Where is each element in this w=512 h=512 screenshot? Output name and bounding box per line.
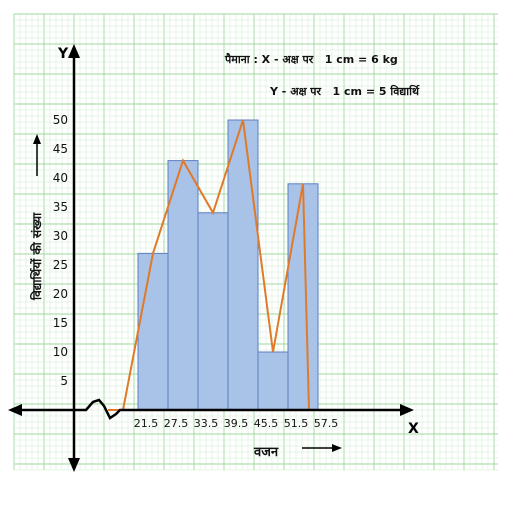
x-tick-label: 39.5 <box>224 417 249 430</box>
x-tick-label: 21.5 <box>134 417 159 430</box>
y-tick-label: 30 <box>53 229 68 243</box>
histogram-bar <box>197 212 229 411</box>
y-tick-label: 10 <box>53 345 68 359</box>
y-axis-letter: Y <box>57 46 69 62</box>
y-axis-arrow-down <box>68 458 80 472</box>
histogram-bar <box>137 252 169 411</box>
x-tick-label: 57.5 <box>314 417 339 430</box>
frequency-polygon-line <box>108 119 310 411</box>
y-axis-arrow-up <box>68 44 80 58</box>
histogram-bar <box>257 351 289 411</box>
ylabel-arrow-head <box>33 134 41 144</box>
histogram-bars <box>137 119 319 411</box>
y-tick-label: 50 <box>53 113 68 127</box>
x-axis-line <box>12 398 410 420</box>
y-tick-label: 15 <box>53 316 68 330</box>
scale-note-y: Y - अक्ष पर 1 cm = 5 विद्यार्थि <box>270 85 419 98</box>
x-axis-arrow-left <box>8 404 22 416</box>
scale-note-x: पैमाना : X - अक्ष पर 1 cm = 6 kg <box>225 53 398 66</box>
y-axis-label: विद्यार्थियों की संख्या <box>30 212 44 300</box>
y-tick-label: 35 <box>53 200 68 214</box>
x-axis-label: वजन <box>254 445 279 460</box>
histogram-bar <box>167 160 199 411</box>
x-tick-label: 45.5 <box>254 417 279 430</box>
x-tick-label: 27.5 <box>164 417 189 430</box>
y-tick-label: 45 <box>53 142 68 156</box>
x-axis-arrow-right <box>400 404 414 416</box>
x-tick-label: 51.5 <box>284 417 309 430</box>
y-tick-label: 20 <box>53 287 68 301</box>
axes <box>8 44 414 472</box>
xlabel-arrow-head <box>332 444 342 452</box>
x-axis-letter: X <box>408 421 419 437</box>
y-tick-label: 40 <box>53 171 68 185</box>
tick-labels: 5 10 15 20 25 30 35 40 45 50 21.5 27.5 33.5 39.5 45.5 5… <box>53 113 339 430</box>
x-tick-label: 33.5 <box>194 417 219 430</box>
y-tick-label: 25 <box>53 258 68 272</box>
histogram-bar <box>227 119 259 411</box>
y-tick-label: 5 <box>60 374 68 388</box>
